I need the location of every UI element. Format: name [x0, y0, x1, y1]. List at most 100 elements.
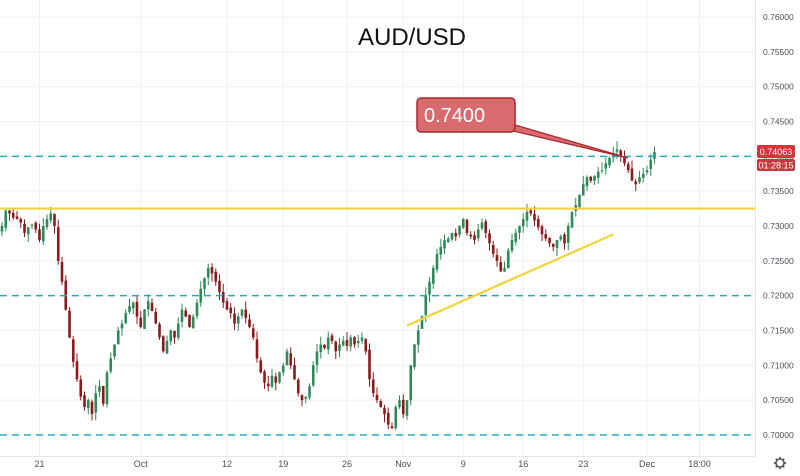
candle-body: [311, 365, 315, 386]
candle-body: [585, 177, 589, 187]
candle-body: [488, 233, 491, 244]
candle-body: [30, 224, 34, 226]
candle-body: [308, 386, 311, 398]
candle-body: [338, 344, 341, 351]
candle-body: [390, 426, 394, 429]
candle-body: [420, 316, 424, 329]
candle-body: [604, 163, 608, 169]
candle-body: [649, 159, 653, 169]
candle-body: [180, 309, 184, 322]
candle-body: [191, 316, 195, 329]
candle-body: [289, 353, 293, 366]
candle-body: [8, 210, 11, 214]
candle-body: [619, 150, 623, 157]
candle-body: [330, 335, 334, 341]
candle-body: [641, 173, 645, 178]
candle-body: [236, 316, 240, 324]
callout-box: [416, 97, 516, 133]
candle-body: [210, 267, 214, 274]
x-tick-label: Nov: [395, 459, 412, 469]
y-axis-ticks: 0.760000.755000.750000.745000.740000.735…: [763, 12, 794, 440]
candle-body: [401, 399, 405, 415]
candle-body: [634, 181, 638, 185]
candle-body: [386, 412, 390, 425]
candle-body: [589, 176, 593, 181]
candle-body: [68, 310, 71, 338]
candle-body: [506, 250, 510, 269]
y-tick-label: 0.75500: [763, 47, 794, 57]
candle-body: [596, 171, 600, 178]
candle-body: [473, 235, 476, 240]
x-tick-label: 21: [34, 459, 44, 469]
candle-body: [476, 229, 480, 239]
candle-body: [345, 340, 349, 346]
candle-body: [139, 317, 143, 328]
candle-body: [450, 232, 454, 240]
candle-body: [510, 239, 514, 251]
candle-body: [566, 226, 570, 243]
candle-body: [495, 255, 499, 261]
chart-title: AUD/USD: [358, 24, 466, 51]
x-tick-label: 26: [342, 459, 352, 469]
candle-body: [435, 253, 439, 270]
candle-body: [105, 372, 109, 405]
y-tick-label: 0.70000: [763, 430, 794, 440]
candle-body: [45, 219, 49, 228]
candle-body: [304, 396, 308, 399]
candle-body: [83, 395, 86, 408]
last-price-badge: 0.74063: [757, 145, 795, 158]
candle-body: [371, 379, 375, 394]
candle-body: [326, 337, 330, 350]
candle-body: [143, 309, 146, 329]
candle-body: [544, 234, 548, 239]
candle-body: [113, 344, 116, 357]
candle-body: [315, 351, 319, 365]
candle-body: [296, 379, 300, 394]
candle-body: [458, 226, 461, 235]
candle-body: [360, 337, 364, 341]
candle-body: [214, 271, 218, 282]
y-tick-label: 0.70500: [763, 395, 794, 405]
candle-body: [221, 291, 225, 303]
candle-body: [383, 407, 386, 415]
candle-body: [19, 219, 23, 223]
candle-body: [653, 152, 656, 159]
candle-body: [578, 194, 581, 208]
candle-body: [405, 400, 409, 416]
candle-body: [379, 401, 383, 408]
candle-body: [323, 344, 326, 348]
last-price-value: 0.74063: [760, 147, 793, 157]
candle-body: [638, 177, 641, 183]
candle-body: [600, 170, 604, 172]
candle-body: [581, 184, 585, 196]
candle-body: [443, 239, 446, 249]
candle-body: [521, 219, 525, 227]
candle-body: [75, 361, 79, 380]
candle-body: [146, 301, 150, 310]
candle-body: [413, 344, 416, 368]
y-tick-label: 0.76000: [763, 12, 794, 22]
y-tick-label: 0.71500: [763, 326, 794, 336]
gear-icon[interactable]: [774, 457, 786, 469]
candle-body: [71, 339, 75, 362]
candle-body: [15, 216, 19, 220]
candle-body: [439, 246, 443, 255]
candle-body: [225, 301, 229, 310]
candle-body: [206, 267, 210, 278]
candle-body: [158, 324, 161, 338]
candle-body: [0, 226, 4, 232]
candle-body: [240, 309, 244, 316]
y-tick-label: 0.72500: [763, 256, 794, 266]
candle-body: [90, 401, 94, 415]
candle-body: [461, 219, 465, 228]
candle-body: [540, 226, 544, 235]
candle-body: [319, 344, 323, 352]
candle-body: [244, 309, 248, 318]
candle-body: [188, 314, 191, 328]
candle-body: [503, 267, 506, 272]
candle-body: [11, 213, 15, 218]
candle-body: [101, 386, 105, 404]
candle-body: [94, 393, 98, 413]
candle-body: [79, 379, 83, 397]
